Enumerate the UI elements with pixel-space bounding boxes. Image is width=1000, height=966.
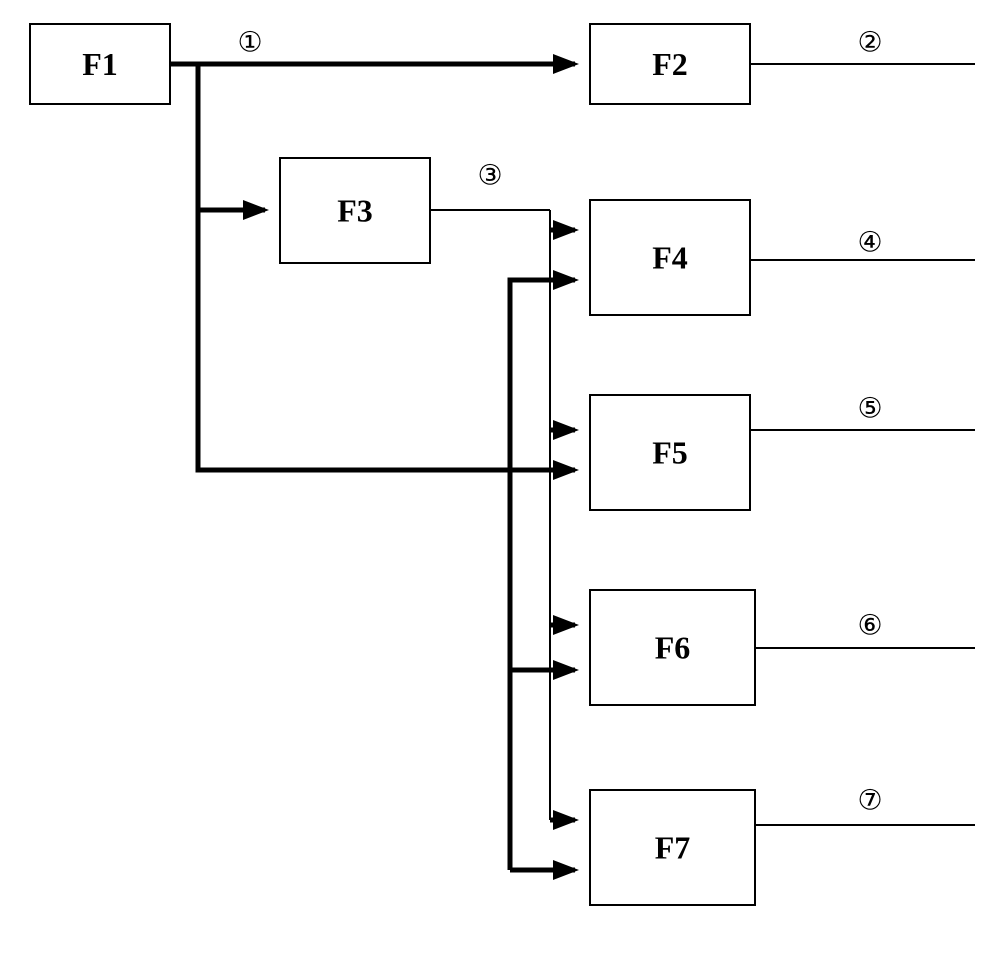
edge-F1-down-right <box>198 64 265 210</box>
arrowhead-F1-top-right <box>553 54 579 74</box>
flowchart-diagram: F1 F2 F3 F4 F5 F6 F7 ① ② ③ ④ ⑤ ⑥ ⑦ <box>0 0 1000 966</box>
edge-bus1-up-to-F4 <box>510 280 575 470</box>
node-label-F1: F1 <box>82 46 118 82</box>
node-label-F6: F6 <box>655 630 691 666</box>
arrowhead-bus1-to-F7 <box>553 860 579 880</box>
node-label-F7: F7 <box>655 830 691 866</box>
circled-label-c7: ⑦ <box>857 785 882 816</box>
arrowhead-bus1-to-F6 <box>553 660 579 680</box>
circled-label-c1: ① <box>237 27 262 58</box>
arrowhead-bus3-to-F4 <box>553 220 579 240</box>
node-label-F2: F2 <box>652 46 688 82</box>
node-label-F3: F3 <box>337 193 373 229</box>
circled-label-c5: ⑤ <box>857 393 882 424</box>
arrowhead-bus3-to-F5 <box>553 420 579 440</box>
node-label-F4: F4 <box>652 240 688 276</box>
arrowhead-bus3-to-F6 <box>553 615 579 635</box>
node-label-F5: F5 <box>652 435 688 471</box>
arrowhead-bus1-to-F5 <box>553 460 579 480</box>
circled-label-c3: ③ <box>477 160 502 191</box>
circled-label-c4: ④ <box>857 227 882 258</box>
circled-label-c2: ② <box>857 27 882 58</box>
arrowhead-F1-down-right <box>243 200 269 220</box>
arrowhead-bus1-up-to-F4 <box>553 270 579 290</box>
arrowhead-bus3-to-F7 <box>553 810 579 830</box>
circled-label-c6: ⑥ <box>857 610 882 641</box>
